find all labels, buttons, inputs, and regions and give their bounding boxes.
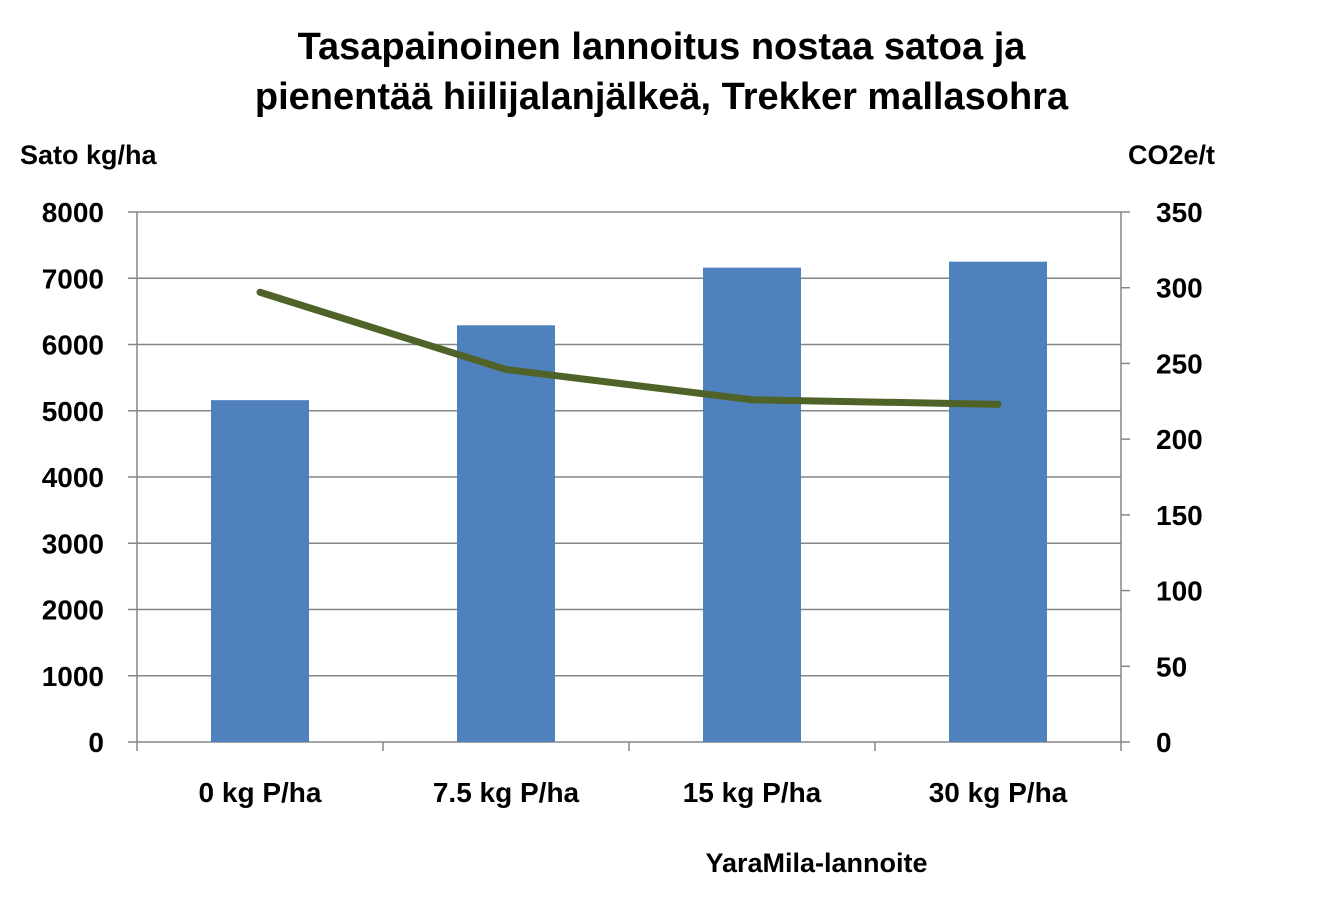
y2-tick-label: 0: [1156, 727, 1172, 758]
y2-tick-label: 250: [1156, 348, 1203, 379]
y-tick-label: 6000: [42, 330, 104, 361]
y-axis-label: Sato kg/ha: [20, 140, 157, 170]
bar: [457, 325, 555, 742]
y2-tick-label: 200: [1156, 424, 1203, 455]
y-tick-label: 4000: [42, 462, 104, 493]
y2-tick-label: 300: [1156, 273, 1203, 304]
x-tick-label: 15 kg P/ha: [683, 777, 822, 808]
y2-tick-label: 350: [1156, 197, 1203, 228]
y2-tick-label: 50: [1156, 651, 1187, 682]
x-axis-label: YaraMila-lannoite: [705, 848, 928, 878]
y-tick-label: 0: [88, 727, 104, 758]
y-tick-label: 5000: [42, 396, 104, 427]
y2-tick-label: 100: [1156, 576, 1203, 607]
bar: [211, 400, 309, 742]
y2-tick-label: 150: [1156, 500, 1203, 531]
chart-title: Tasapainoinen lannoitus nostaa satoa ja …: [0, 22, 1323, 122]
title-line-1: Tasapainoinen lannoitus nostaa satoa ja: [297, 26, 1026, 68]
y-tick-label: 2000: [42, 595, 104, 626]
y2-axis-label: CO2e/t: [1128, 140, 1216, 170]
bar: [949, 261, 1047, 742]
x-tick-label: 30 kg P/ha: [929, 777, 1068, 808]
y-tick-label: 1000: [42, 661, 104, 692]
x-tick-label: 7.5 kg P/ha: [433, 777, 580, 808]
title-line-2: pienentää hiilijalanjälkeä, Trekker mall…: [254, 76, 1069, 118]
bar: [703, 267, 801, 742]
y-tick-label: 3000: [42, 528, 104, 559]
co2-line: [256, 288, 1002, 408]
y-tick-label: 7000: [42, 263, 104, 294]
x-tick-label: 0 kg P/ha: [199, 777, 322, 808]
y-tick-label: 8000: [42, 197, 104, 228]
